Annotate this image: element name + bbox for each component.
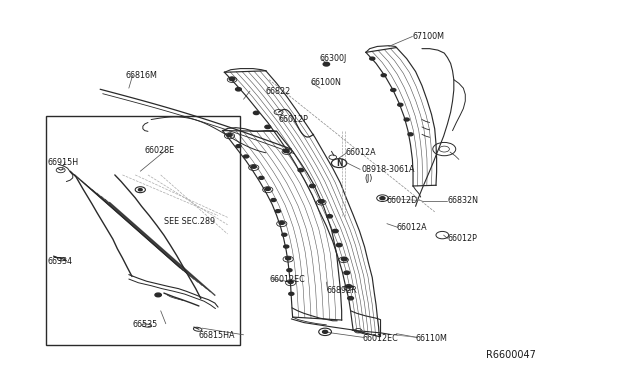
Text: 66012D: 66012D (387, 196, 418, 205)
Circle shape (336, 243, 342, 247)
Circle shape (265, 187, 270, 190)
Circle shape (271, 199, 276, 202)
Circle shape (288, 280, 293, 283)
Circle shape (279, 221, 284, 224)
Circle shape (346, 285, 351, 288)
Text: 66815HA: 66815HA (199, 331, 236, 340)
Circle shape (404, 118, 409, 121)
Text: 66028E: 66028E (145, 147, 175, 155)
Bar (46, 116, 241, 345)
Circle shape (236, 145, 241, 148)
Text: 66832N: 66832N (447, 196, 479, 205)
Circle shape (391, 89, 396, 92)
Text: 67100M: 67100M (412, 32, 444, 41)
Circle shape (284, 149, 289, 153)
Circle shape (138, 189, 142, 191)
Circle shape (259, 176, 264, 179)
Text: R6600047: R6600047 (486, 350, 536, 360)
Text: 66816M: 66816M (125, 71, 157, 80)
Circle shape (323, 62, 330, 66)
Text: 66334: 66334 (47, 257, 72, 266)
Text: 66535: 66535 (132, 320, 157, 329)
Text: 66915H: 66915H (47, 157, 78, 167)
Circle shape (341, 257, 347, 261)
Circle shape (236, 87, 241, 91)
Circle shape (287, 269, 292, 272)
Circle shape (253, 111, 259, 115)
Circle shape (310, 185, 316, 187)
Circle shape (284, 245, 289, 248)
Circle shape (155, 293, 161, 297)
Circle shape (251, 165, 256, 168)
Text: 66012EC: 66012EC (362, 334, 398, 343)
Circle shape (275, 210, 280, 212)
Circle shape (244, 155, 248, 158)
Text: 66300J: 66300J (320, 54, 348, 63)
Text: 66892R: 66892R (326, 286, 357, 295)
Circle shape (332, 230, 338, 233)
Text: 66110M: 66110M (415, 334, 447, 343)
Circle shape (348, 296, 353, 300)
Circle shape (381, 74, 387, 77)
Text: 66822: 66822 (266, 87, 291, 96)
Text: 08918-3061A: 08918-3061A (362, 165, 415, 174)
Circle shape (285, 257, 291, 260)
Text: (J): (J) (365, 174, 373, 183)
Circle shape (408, 133, 413, 136)
Circle shape (319, 200, 324, 203)
Circle shape (298, 169, 304, 172)
Circle shape (265, 125, 271, 129)
Circle shape (397, 103, 403, 106)
Text: 66012A: 66012A (346, 148, 376, 157)
Circle shape (227, 134, 232, 137)
Text: 66012P: 66012P (278, 115, 308, 124)
Circle shape (380, 197, 385, 200)
Circle shape (370, 57, 375, 60)
Text: 66012EC: 66012EC (269, 275, 305, 283)
Circle shape (282, 233, 287, 236)
Text: 66012P: 66012P (447, 234, 477, 243)
Text: N: N (336, 158, 342, 168)
Text: 66100N: 66100N (310, 78, 341, 87)
Circle shape (326, 215, 332, 218)
Circle shape (229, 77, 235, 81)
Circle shape (344, 271, 349, 275)
Text: 66012A: 66012A (396, 223, 427, 232)
Text: SEE SEC.289: SEE SEC.289 (164, 217, 215, 225)
Circle shape (289, 292, 294, 295)
Circle shape (323, 330, 328, 333)
